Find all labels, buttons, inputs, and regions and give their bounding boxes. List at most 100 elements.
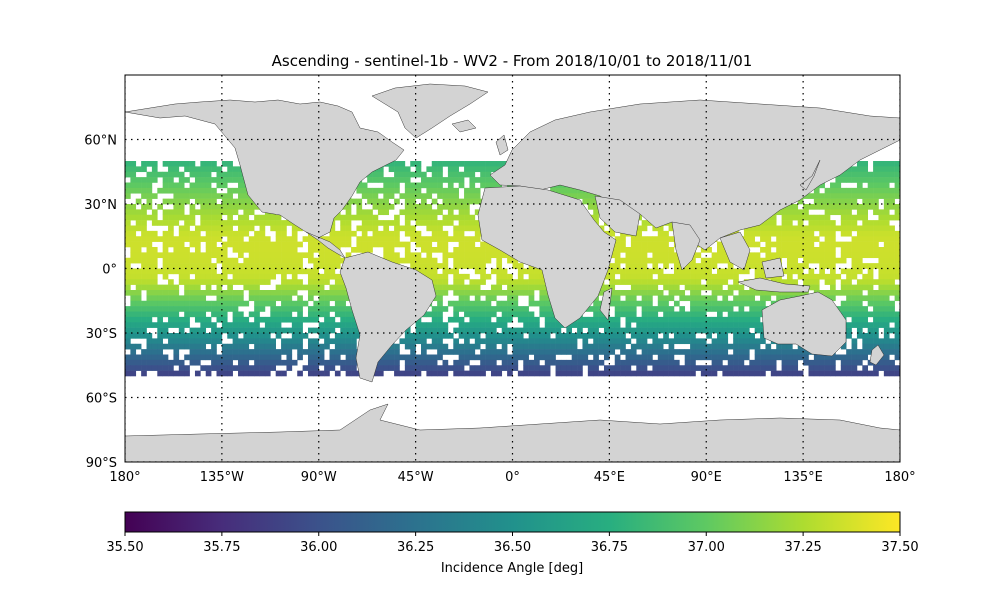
data-cell bbox=[146, 338, 153, 345]
data-cell bbox=[566, 370, 573, 377]
data-cell bbox=[856, 161, 863, 167]
data-cell bbox=[695, 338, 702, 345]
data-cell bbox=[221, 257, 228, 264]
data-cell bbox=[184, 220, 190, 226]
data-cell bbox=[221, 295, 228, 302]
data-cell bbox=[216, 166, 223, 173]
data-cell bbox=[275, 327, 282, 334]
data-cell bbox=[862, 316, 869, 323]
data-cell bbox=[404, 359, 411, 366]
data-cell bbox=[194, 300, 201, 307]
data-cell bbox=[184, 230, 190, 237]
data-cell bbox=[808, 193, 815, 199]
data-cell bbox=[254, 343, 260, 350]
data-cell bbox=[248, 327, 255, 334]
data-cell bbox=[490, 359, 497, 366]
data-cell bbox=[819, 241, 825, 248]
data-cell bbox=[474, 177, 481, 183]
data-cell bbox=[421, 204, 427, 210]
data-cell bbox=[410, 204, 416, 210]
data-cell bbox=[469, 365, 476, 371]
data-cell bbox=[281, 247, 287, 253]
data-cell bbox=[291, 247, 298, 253]
data-cell bbox=[684, 370, 691, 377]
data-cell bbox=[458, 322, 465, 328]
data-cell bbox=[792, 268, 799, 275]
data-cell bbox=[313, 290, 320, 296]
data-cell bbox=[404, 365, 411, 371]
data-cell bbox=[286, 349, 293, 355]
data-cell bbox=[194, 284, 201, 291]
data-cell bbox=[216, 327, 223, 334]
data-cell bbox=[130, 161, 137, 167]
data-cell bbox=[765, 354, 772, 361]
data-cell bbox=[254, 333, 260, 339]
data-cell bbox=[593, 338, 599, 345]
data-cell bbox=[803, 214, 809, 221]
data-cell bbox=[221, 273, 228, 280]
data-cell bbox=[593, 354, 599, 361]
data-cell bbox=[490, 311, 497, 318]
data-cell bbox=[620, 359, 626, 366]
data-cell bbox=[291, 290, 298, 296]
data-cell bbox=[227, 263, 233, 269]
data-cell bbox=[157, 343, 163, 350]
data-cell bbox=[168, 177, 174, 183]
data-cell bbox=[813, 354, 820, 361]
data-cell bbox=[883, 290, 890, 296]
data-cell bbox=[873, 252, 879, 259]
data-cell bbox=[883, 247, 890, 253]
data-cell bbox=[706, 300, 712, 307]
data-cell bbox=[534, 300, 540, 307]
data-cell bbox=[878, 284, 885, 291]
data-cell bbox=[856, 295, 863, 302]
data-cell bbox=[421, 236, 427, 242]
data-cell bbox=[431, 273, 438, 280]
data-cell bbox=[808, 220, 815, 226]
data-cell bbox=[851, 225, 858, 232]
data-cell bbox=[421, 209, 427, 216]
data-cell bbox=[722, 273, 729, 280]
data-cell bbox=[361, 241, 368, 248]
data-cell bbox=[259, 290, 266, 296]
data-cell bbox=[458, 354, 465, 361]
data-cell bbox=[873, 300, 879, 307]
data-cell bbox=[485, 316, 492, 323]
data-cell bbox=[211, 349, 217, 355]
data-cell bbox=[254, 257, 260, 264]
data-cell bbox=[275, 290, 282, 296]
data-cell bbox=[883, 230, 890, 237]
data-cell bbox=[437, 300, 443, 307]
data-cell bbox=[345, 225, 352, 232]
data-cell bbox=[889, 268, 895, 275]
data-cell bbox=[383, 354, 390, 361]
data-cell bbox=[797, 252, 804, 259]
data-cell bbox=[205, 370, 212, 377]
data-cell bbox=[700, 268, 707, 275]
data-cell bbox=[426, 273, 433, 280]
data-cell bbox=[485, 252, 492, 259]
data-cell bbox=[889, 247, 895, 253]
data-cell bbox=[243, 257, 250, 264]
data-cell bbox=[464, 284, 470, 291]
data-cell bbox=[243, 187, 250, 194]
data-cell bbox=[200, 268, 207, 275]
data-cell bbox=[421, 327, 427, 334]
data-cell bbox=[270, 247, 276, 253]
data-cell bbox=[738, 327, 745, 334]
data-cell bbox=[636, 359, 642, 366]
data-cell bbox=[227, 225, 233, 232]
data-cell bbox=[426, 182, 433, 189]
data-cell bbox=[894, 290, 900, 296]
data-cell bbox=[447, 182, 454, 189]
data-cell bbox=[652, 359, 659, 366]
data-cell bbox=[539, 311, 546, 318]
data-cell bbox=[587, 322, 594, 328]
data-cell bbox=[630, 279, 637, 285]
data-cell bbox=[146, 354, 153, 361]
data-cell bbox=[458, 225, 465, 232]
data-cell bbox=[727, 327, 734, 334]
data-cell bbox=[281, 241, 287, 248]
data-cell bbox=[830, 209, 836, 216]
data-cell bbox=[480, 359, 486, 366]
